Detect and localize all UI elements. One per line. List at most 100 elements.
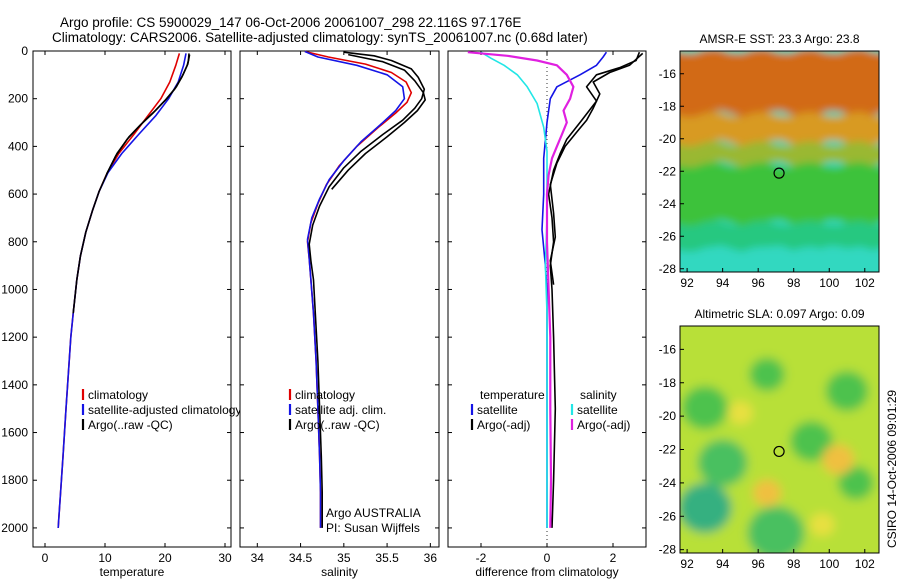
sst-field: [680, 51, 879, 272]
sla-field-blob: [822, 444, 855, 475]
sst-field-band: [680, 162, 879, 228]
sst-xtick-label: 94: [716, 276, 730, 290]
salinity-panel: 34 34.5 35 35.5 36 salinity climatologysatelli…: [239, 50, 440, 579]
temperature-legend-label: satellite-adjusted climatology: [88, 403, 241, 417]
sst-title: AMSR-E SST: 23.3 Argo: 23.8: [699, 32, 859, 46]
temperature-legend-label: Argo(..raw -QC): [88, 418, 173, 432]
sla-ytick-label: -26: [659, 509, 677, 523]
temperature-ytick-label: 600: [8, 187, 28, 201]
salinity-legend-label: Argo(..raw -QC): [295, 418, 380, 432]
sla-field-blob: [747, 506, 805, 553]
temperature-panel: 0 10 20 30 0 200 400 600 800 1000 1200 1400 1600 1800…: [1, 44, 241, 579]
creator-timestamp: CSIRO 14-Oct-2006 09:01:29: [885, 390, 899, 548]
sla-field-blob: [825, 371, 869, 412]
temperature-series-line: [106, 54, 191, 175]
sla-xtick-label: 94: [716, 557, 730, 571]
figure-title-line2: Climatology: CARS2006. Satellite-adjuste…: [52, 30, 588, 45]
sla-xtick-label: 102: [855, 557, 875, 571]
sla-ytick-label: -18: [659, 376, 677, 390]
sla-ytick-label: -24: [659, 476, 677, 490]
salinity-xtick-label: 35.5: [375, 551, 399, 565]
salinity-series-line: [308, 51, 426, 528]
sla-xtick-label: 98: [787, 557, 801, 571]
sst-argo-position-marker: [773, 167, 785, 179]
sst-ytick-label: -26: [659, 229, 677, 243]
sla-ytick-label: -28: [659, 543, 677, 557]
temperature-xtick-label: 30: [218, 551, 232, 565]
sla-argo-position-marker: [773, 445, 785, 458]
difference-xtick-label: -2: [476, 551, 487, 565]
sla-title: Altimetric SLA: 0.097 Argo: 0.09: [694, 307, 864, 321]
sla-xtick-label: 100: [819, 557, 839, 571]
difference-legend-label: satellite: [577, 403, 618, 417]
sla-field-blob: [752, 479, 782, 507]
sla-xtick-label: 96: [751, 557, 765, 571]
sla-ytick-label: -22: [659, 443, 677, 457]
temperature-ytick-label: 1400: [1, 378, 28, 392]
sla-field-blob: [697, 439, 748, 487]
difference-legend-label: Argo(-adj): [577, 418, 630, 432]
sst-field-blurred: [680, 51, 879, 272]
temperature-xtick-label: 0: [42, 551, 49, 565]
sst-xtick-label: 92: [680, 276, 694, 290]
sla-ytick-label: -16: [659, 342, 677, 356]
difference-legend-left-title: temperature: [480, 388, 545, 402]
temperature-ytick-label: 800: [8, 235, 28, 249]
sst-xtick-label: 98: [787, 276, 801, 290]
sst-ytick-label: -28: [659, 262, 677, 276]
salinity-xtick-label: 36: [424, 551, 438, 565]
temperature-ytick-label: 2000: [1, 521, 28, 535]
temperature-ytick-label: 1600: [1, 426, 28, 440]
temperature-xtick-label: 10: [98, 551, 112, 565]
difference-series-line: [547, 51, 641, 528]
sst-field-band: [680, 51, 879, 119]
temperature-xtick-label: 20: [158, 551, 172, 565]
sla-field-blob: [727, 401, 753, 425]
sla-field-blob: [790, 421, 833, 462]
difference-series-line: [480, 51, 548, 528]
sst-map-panel: 92 94 96 98 100 102 -16 -18 -20 -22 -24 -26 -28 AMSR-…: [659, 32, 880, 290]
sla-field-blob: [681, 386, 728, 430]
salinity-series-line: [304, 50, 406, 528]
temperature-ytick-label: 0: [21, 44, 28, 58]
temperature-ytick-label: 1000: [1, 282, 28, 296]
sla-field-blob: [809, 512, 835, 537]
sla-map-panel: 92 94 96 98 100 102 -16 -18 -20 -22 -24 -26 -28 Altim…: [659, 307, 880, 571]
temperature-ytick-label: 400: [8, 139, 28, 153]
sla-field-blob: [749, 357, 785, 392]
salinity-xtick-label: 34.5: [289, 551, 313, 565]
sst-plot-frame: [679, 50, 880, 273]
temperature-ytick-label: 200: [8, 92, 28, 106]
sla-xtick-label: 92: [680, 557, 694, 571]
sla-field-blurred: [680, 326, 879, 553]
sla-plot-frame: [679, 325, 880, 554]
figure-title-line1: Argo profile: CS 5900029_147 06-Oct-2006…: [60, 15, 521, 30]
difference-xtick-label: 2: [610, 551, 617, 565]
sla-field-blob: [838, 466, 874, 500]
difference-series-line: [467, 51, 575, 528]
salinity-xlabel: salinity: [321, 565, 358, 579]
sst-xtick-label: 102: [855, 276, 875, 290]
difference-legend-label: satellite: [477, 403, 518, 417]
sst-ytick-label: -20: [659, 132, 677, 146]
sla-ytick-label: -20: [659, 409, 677, 423]
difference-series-line: [549, 52, 644, 285]
salinity-annotation: Argo AUSTRALIA: [326, 506, 421, 520]
sla-field: [680, 326, 879, 553]
salinity-legend-label: satellite adj. clim.: [295, 403, 386, 417]
salinity-plot-frame: [239, 50, 440, 548]
sst-ytick-label: -18: [659, 99, 677, 113]
difference-legend-label: Argo(-adj): [477, 418, 530, 432]
sst-ytick-label: -16: [659, 67, 677, 81]
temperature-xlabel: temperature: [100, 565, 165, 579]
sst-ytick-label: -24: [659, 197, 677, 211]
sst-ytick-label: -22: [659, 164, 677, 178]
temperature-legend-label: climatology: [88, 388, 148, 402]
salinity-legend-label: climatology: [295, 388, 355, 402]
sst-field-band: [680, 111, 879, 148]
sst-field-band: [680, 141, 879, 169]
salinity-annotation: PI: Susan Wijffels: [326, 521, 420, 535]
salinity-xtick-label: 34: [251, 551, 265, 565]
